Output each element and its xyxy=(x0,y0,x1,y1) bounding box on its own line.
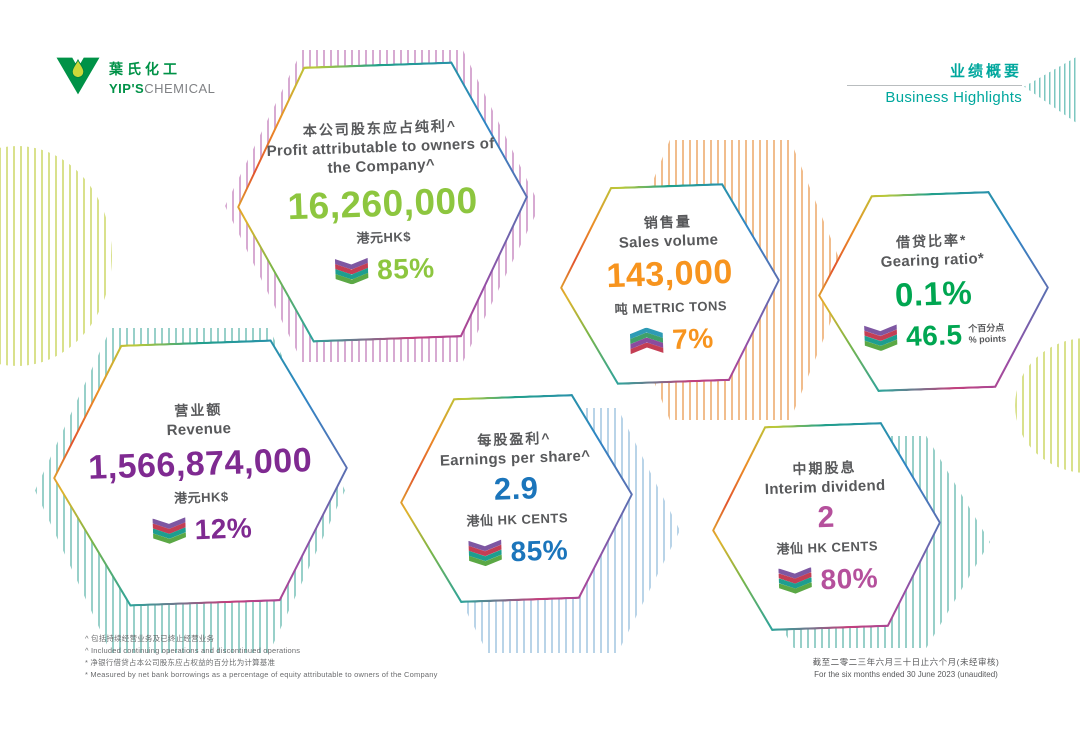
metric-change-suffix-en: % points xyxy=(968,333,1007,345)
reporting-period-en: For the six months ended 30 June 2023 (u… xyxy=(814,670,998,679)
decrease-chevron-icon xyxy=(335,258,369,285)
logo-triangle-drop-icon xyxy=(56,57,100,95)
metric-content: 中期股息 Interim dividend 2 港仙 HK CENTS 80% xyxy=(708,420,944,633)
metric-value: 2 xyxy=(817,500,836,534)
metric-unit: 港元HK$ xyxy=(356,229,412,247)
metric-card-interim-dividend: 中期股息 Interim dividend 2 港仙 HK CENTS 80% xyxy=(708,420,944,633)
metric-change-value: 12% xyxy=(194,511,253,545)
metric-change-row: 85% xyxy=(335,253,436,288)
header-divider xyxy=(847,85,1022,86)
metric-change-suffix-zh: 个百分点 xyxy=(968,322,1005,334)
footnote-line: ^ Included continuing operations and dis… xyxy=(85,646,301,655)
metric-content: 每股盈利^ Earnings per share^ 2.9 港仙 HK CENT… xyxy=(396,392,636,605)
metric-value: 0.1% xyxy=(894,273,973,314)
metric-change-value: 46.5 xyxy=(905,319,964,353)
metric-change-value: 85% xyxy=(510,534,569,568)
metric-card-sales-volume: 销售量 Sales volume 143,000 吨 METRIC TONS 7… xyxy=(557,181,784,387)
logo-en-bold: YIP'S xyxy=(109,81,145,96)
metric-content: 本公司股东应占纯利^ Profit attributable to owners… xyxy=(232,59,532,345)
metric-change-row: 7% xyxy=(630,322,715,357)
footnote-line: ^ 包括持续经营业务及已终止经营业务 xyxy=(85,634,215,643)
metric-change-value: 85% xyxy=(376,252,436,286)
metric-title-en: Revenue xyxy=(166,420,232,440)
company-logo: 葉氏化工 YIP'SCHEMICAL xyxy=(55,56,215,96)
metric-card-revenue: 营业额 Revenue 1,566,874,000 港元HK$ 12% xyxy=(49,337,353,609)
metric-unit: 港仙 HK CENTS xyxy=(466,510,569,529)
metric-content: 借贷比率* Gearing ratio* 0.1% 46.5 个百分点 % po… xyxy=(815,189,1053,394)
page-title: 业绩概要 Business Highlights xyxy=(847,60,1022,106)
metric-title-zh: 营业额 xyxy=(174,401,223,420)
metric-card-gearing-ratio: 借贷比率* Gearing ratio* 0.1% 46.5 个百分点 % po… xyxy=(815,189,1053,394)
metric-change-row: 46.5 个百分点 % points xyxy=(864,318,1007,355)
metric-value: 2.9 xyxy=(493,470,540,507)
metric-unit: 港元HK$ xyxy=(173,488,229,506)
metric-content: 营业额 Revenue 1,566,874,000 港元HK$ 12% xyxy=(49,337,353,609)
logo-text: 葉氏化工 YIP'SCHEMICAL xyxy=(109,56,215,96)
metric-change-value: 80% xyxy=(820,561,879,595)
increase-chevron-icon xyxy=(630,327,664,354)
metric-title-en: Profit attributable to owners of the Com… xyxy=(266,134,495,177)
metric-change-row: 12% xyxy=(152,512,253,547)
metric-title-en: Earnings per share^ xyxy=(439,447,591,470)
metric-title-en: Sales volume xyxy=(618,231,719,253)
metric-card-profit: 本公司股东应占纯利^ Profit attributable to owners… xyxy=(232,59,532,345)
decrease-chevron-icon xyxy=(152,517,186,544)
metric-title-en: Interim dividend xyxy=(764,476,886,498)
metric-content: 销售量 Sales volume 143,000 吨 METRIC TONS 7… xyxy=(557,181,784,387)
metric-change-value: 7% xyxy=(671,322,715,355)
footnotes: ^ 包括持续经营业务及已终止经营业务 ^ Included continuing… xyxy=(85,633,438,681)
left-stripe-blob-decoration xyxy=(0,146,112,366)
metric-card-earnings-per-share: 每股盈利^ Earnings per share^ 2.9 港仙 HK CENT… xyxy=(396,392,636,605)
footnote-line: * 净银行借贷占本公司股东应占权益的百分比为计算基准 xyxy=(85,658,276,667)
metric-title-zh: 借贷比率* xyxy=(895,231,968,251)
logo-name-en: YIP'SCHEMICAL xyxy=(109,81,215,96)
metric-unit: 吨 METRIC TONS xyxy=(614,297,728,317)
metric-value: 1,566,874,000 xyxy=(87,441,313,488)
reporting-period: 截至二零二三年六月三十日止六个月(未经审核) For the six month… xyxy=(795,656,1017,679)
decrease-chevron-icon xyxy=(778,567,812,594)
metric-value: 16,260,000 xyxy=(286,179,479,227)
decrease-chevron-icon xyxy=(468,540,502,567)
metric-title-zh: 中期股息 xyxy=(792,458,857,477)
header-fan-decoration xyxy=(1024,56,1078,124)
decrease-chevron-icon xyxy=(864,324,898,351)
reporting-period-zh: 截至二零二三年六月三十日止六个月(未经审核) xyxy=(812,657,1000,667)
logo-name-zh: 葉氏化工 xyxy=(109,61,181,77)
metric-change-suffix: 个百分点 % points xyxy=(968,323,1006,346)
page-title-en: Business Highlights xyxy=(885,89,1022,106)
metric-value: 143,000 xyxy=(605,253,734,296)
metric-title-en: Gearing ratio* xyxy=(880,250,985,271)
page-title-zh: 业绩概要 xyxy=(949,63,1022,80)
metric-title-zh: 每股盈利^ xyxy=(477,429,552,449)
logo-en-rest: CHEMICAL xyxy=(144,81,216,96)
footnote-line: * Measured by net bank borrowings as a p… xyxy=(85,670,438,679)
metric-unit: 港仙 HK CENTS xyxy=(776,537,879,557)
metric-change-row: 85% xyxy=(468,534,569,569)
metric-change-row: 80% xyxy=(778,562,879,597)
metric-title-zh: 销售量 xyxy=(643,213,693,232)
